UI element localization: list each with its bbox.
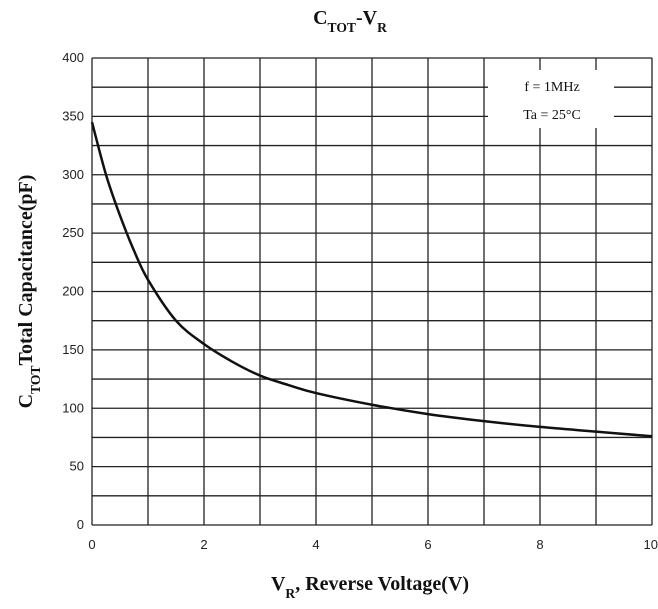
chart-title-part: -V — [356, 7, 378, 29]
chart-title-part: C — [313, 7, 327, 29]
x-tick-label: 6 — [424, 537, 431, 552]
x-tick-label: 8 — [536, 537, 543, 552]
x-axis-label-part: V — [271, 573, 286, 595]
y-axis-label-part: C — [15, 394, 37, 408]
y-tick-label: 300 — [62, 167, 84, 182]
x-axis-label-part: , Reverse Voltage(V) — [295, 573, 469, 595]
y-axis-label: CTOTTotal Capacitance(pF) — [15, 175, 43, 409]
x-axis-label-part: R — [285, 586, 295, 601]
annotation: f = 1MHz — [524, 80, 579, 95]
chart-title-part: TOT — [328, 20, 356, 35]
chart-title-part: R — [377, 20, 387, 35]
y-tick-label: 0 — [77, 517, 84, 532]
curve — [90, 121, 653, 438]
x-tick-label: 10 — [644, 537, 658, 552]
x-axis-label: VR, Reverse Voltage(V) — [271, 573, 469, 601]
x-tick-label: 0 — [88, 537, 95, 552]
annotation-box — [488, 70, 614, 128]
annotation: Ta = 25°C — [523, 108, 581, 123]
y-tick-label: 150 — [62, 342, 84, 357]
y-tick-label: 400 — [62, 50, 84, 65]
y-tick-label: 250 — [62, 225, 84, 240]
y-tick-label: 200 — [62, 284, 84, 299]
y-tick-label: 50 — [70, 459, 84, 474]
chart-title: CTOT-VR — [313, 7, 387, 35]
y-axis-label-part: Total Capacitance(pF) — [15, 175, 37, 366]
x-tick-label: 4 — [312, 537, 319, 552]
y-tick-label: 350 — [62, 108, 84, 123]
x-tick-label: 2 — [200, 537, 207, 552]
y-tick-label: 100 — [62, 400, 84, 415]
y-axis-label-part: TOT — [28, 366, 43, 394]
